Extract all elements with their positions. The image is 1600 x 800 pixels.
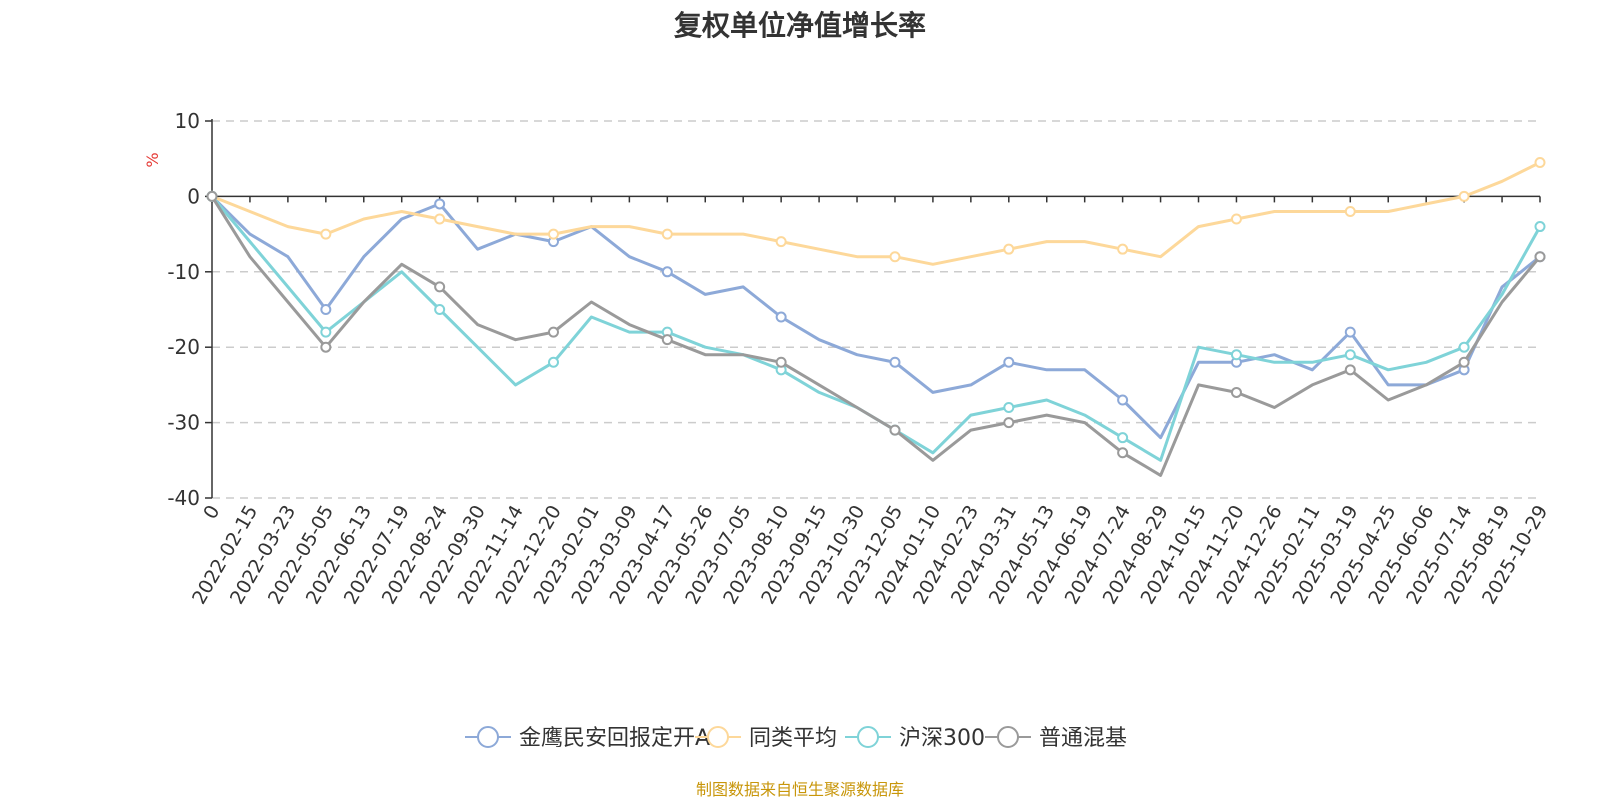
series-lines	[206, 156, 1546, 477]
data-point	[1230, 213, 1242, 225]
data-point	[434, 281, 446, 293]
data-point	[1230, 349, 1242, 361]
data-point	[547, 326, 559, 338]
series-line-0	[210, 195, 1541, 440]
y-axis-label: %	[143, 152, 162, 167]
legend-item-2[interactable]: 沪深300	[845, 726, 985, 751]
y-tick-label: -40	[167, 486, 200, 510]
y-tick-label: -20	[167, 335, 200, 359]
data-point	[1344, 205, 1356, 217]
data-point	[661, 266, 673, 278]
data-point	[889, 424, 901, 436]
series-line-2	[210, 195, 1542, 462]
data-point	[889, 356, 901, 368]
data-point	[661, 228, 673, 240]
data-point	[1117, 447, 1129, 459]
data-point	[320, 341, 332, 353]
data-point	[1344, 364, 1356, 376]
data-point	[775, 311, 787, 323]
legend-item-3[interactable]: 普通混基	[985, 726, 1127, 751]
y-tick-label: 10	[175, 109, 200, 133]
data-point	[1534, 221, 1546, 233]
data-point	[1344, 349, 1356, 361]
legend[interactable]: 金鹰民安回报定开A 同类平均 沪深300 普通混基	[465, 726, 1127, 751]
data-point	[434, 198, 446, 210]
legend-item-1[interactable]: 同类平均	[695, 726, 837, 751]
data-point	[206, 190, 218, 202]
y-tick-label: -10	[167, 260, 200, 284]
data-point	[547, 228, 559, 240]
data-point	[1458, 190, 1470, 202]
data-point	[434, 213, 446, 225]
data-point	[1344, 326, 1356, 338]
data-point	[1534, 156, 1546, 168]
y-tick-label: 0	[187, 184, 200, 208]
data-point	[1230, 386, 1242, 398]
data-point	[434, 304, 446, 315]
axes	[205, 119, 1541, 499]
data-point	[775, 356, 787, 368]
gridlines	[212, 120, 1540, 499]
data-point	[1534, 251, 1546, 263]
x-tick-labels: 02022-02-152022-03-232022-05-052022-06-1…	[188, 502, 1552, 609]
data-point	[889, 251, 901, 263]
legend-marker-icon	[997, 726, 1019, 748]
data-point	[775, 236, 787, 248]
y-tick-label: -30	[167, 411, 200, 435]
data-point	[1003, 243, 1015, 255]
data-point	[1117, 243, 1129, 255]
data-source-note: 制图数据来自恒生聚源数据库	[695, 780, 904, 799]
data-point	[320, 228, 332, 240]
legend-marker-icon	[477, 726, 499, 748]
data-point	[1458, 341, 1470, 353]
data-point	[1458, 356, 1470, 368]
legend-marker-icon	[857, 726, 879, 748]
y-tick-labels: 10 0 -10 -20 -30 -40	[167, 109, 200, 510]
series-line-1	[211, 161, 1541, 266]
legend-item-0[interactable]: 金鹰民安回报定开A	[465, 726, 710, 751]
data-point	[661, 334, 673, 346]
legend-label: 金鹰民安回报定开A	[519, 726, 710, 751]
data-point	[320, 326, 332, 338]
data-point	[1003, 356, 1015, 368]
legend-label: 同类平均	[749, 726, 837, 751]
legend-label: 普通混基	[1039, 726, 1127, 751]
x-tick-label: 0	[199, 502, 224, 523]
legend-marker-icon	[707, 726, 729, 748]
data-point	[1003, 417, 1015, 429]
chart-title: 复权单位净值增长率	[673, 9, 926, 42]
data-point	[1117, 432, 1129, 444]
legend-label: 沪深300	[899, 726, 985, 751]
data-point	[1117, 394, 1129, 406]
data-point	[1003, 402, 1015, 414]
series-line-3	[210, 195, 1542, 477]
data-point	[320, 304, 332, 315]
data-point	[547, 356, 559, 368]
